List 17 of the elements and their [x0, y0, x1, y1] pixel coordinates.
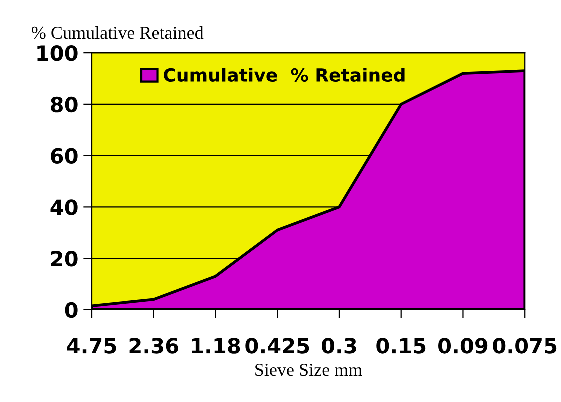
y-axis-title: % Cumulative Retained	[32, 26, 204, 40]
y-tick-label: 60	[51, 148, 78, 164]
legend-label: Cumulative % Retained	[164, 68, 405, 82]
y-tick-label: 100	[38, 46, 78, 62]
y-tick-label: 40	[50, 200, 78, 216]
x-tick-label: 0.09	[438, 338, 488, 354]
y-tick-label: 0	[65, 302, 78, 318]
x-tick-label: 4.75	[67, 338, 116, 354]
x-tick-label: 0.425	[246, 338, 310, 354]
x-tick-label: 0.075	[493, 338, 557, 354]
x-tick-label: 0.15	[376, 338, 426, 354]
x-tick-label: 0.3	[322, 338, 356, 354]
x-tick-label: 2.36	[130, 338, 178, 354]
x-axis-title: Sieve Size mm	[256, 364, 362, 376]
y-tick-label: 80	[51, 96, 78, 113]
y-tick-label: 20	[51, 251, 78, 267]
x-tick-label: 1.18	[192, 338, 240, 354]
